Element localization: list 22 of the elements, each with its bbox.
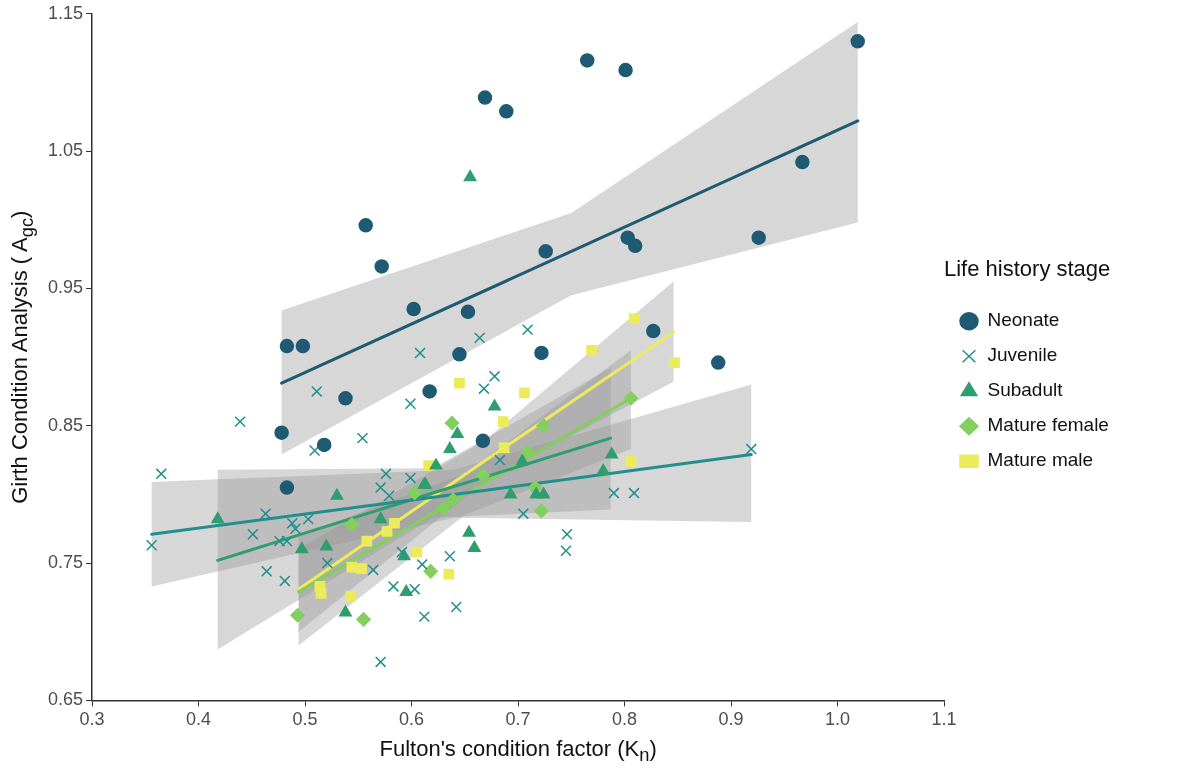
y-tick-label: 0.85 (47, 414, 84, 435)
x-tick-label: 0.9 (718, 709, 744, 730)
legend-label: Neonate (987, 309, 1060, 331)
x-tick-label: 0.6 (399, 709, 425, 730)
y-tick-label: 1.05 (47, 140, 84, 161)
x-tick-label: 0.3 (79, 709, 105, 730)
x-tick-label: 0.7 (505, 709, 531, 730)
x-tick-label: 1.0 (824, 709, 851, 730)
x-tick-label: 1.1 (931, 709, 957, 730)
x-axis-title: Fulton's condition factor (K$_{n}$) (379, 736, 657, 767)
y-tick-label: 1.15 (47, 2, 84, 23)
legend-label: Juvenile (987, 344, 1058, 366)
x-tick-label: 0.5 (292, 709, 318, 730)
y-tick-label: 0.95 (47, 277, 84, 298)
y-tick-label: 0.75 (47, 552, 84, 573)
legend-label: Mature male (987, 449, 1094, 471)
x-tick-label: 0.8 (612, 709, 638, 730)
legend-title: Life history stage (944, 256, 1111, 282)
y-tick-label: 0.65 (47, 689, 84, 710)
legend-label: Mature female (987, 414, 1109, 436)
legend-label: Subadult (987, 379, 1064, 401)
x-tick-label: 0.4 (186, 709, 212, 730)
